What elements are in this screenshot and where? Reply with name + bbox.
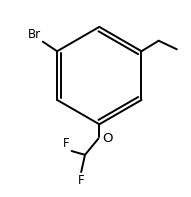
Text: F: F [63,137,70,150]
Text: F: F [78,174,84,187]
Text: O: O [102,132,113,145]
Text: Br: Br [28,28,41,41]
